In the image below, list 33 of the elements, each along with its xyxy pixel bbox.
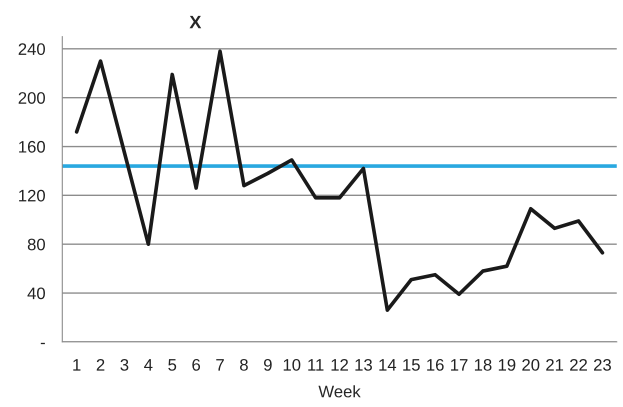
y-tick-label: 80	[28, 238, 45, 250]
x-tick-label: 5	[168, 359, 176, 371]
y-tick-label: 160	[19, 140, 45, 153]
x-tick-label: 12	[332, 358, 348, 371]
x-tick-label: 19	[498, 358, 516, 371]
x-tick-label: 18	[474, 358, 492, 371]
x-tick-label: 7	[216, 359, 224, 371]
x-tick-label: 2	[96, 358, 104, 371]
x-tick-label: 23	[594, 358, 611, 371]
x-tick-label: 15	[403, 359, 420, 371]
y-tick-label: 200	[18, 92, 45, 104]
x-tick-label: 17	[451, 359, 468, 371]
x-tick-label: 22	[570, 358, 587, 371]
y-tick-label: 120	[19, 190, 45, 202]
x-tick-label: 9	[264, 358, 272, 371]
x-tick-label: 3	[120, 358, 128, 371]
chart-title: X	[190, 16, 202, 28]
x-tick-label: 11	[308, 359, 324, 371]
y-tick-label: 40	[27, 287, 45, 300]
line-series	[74, 49, 604, 312]
x-tick-label: 20	[522, 358, 540, 371]
x-tick-label: 16	[427, 358, 444, 371]
x-tick-label: 8	[240, 358, 248, 371]
y-tick-label: 240	[18, 43, 45, 56]
x-tick-label: 4	[144, 359, 152, 371]
x-tick-label: 21	[546, 358, 564, 371]
x-tick-label: 13	[355, 358, 372, 371]
y-tick-label: -	[40, 342, 45, 344]
x-tick-label: 14	[379, 359, 396, 371]
x-tick-label: 10	[284, 358, 300, 371]
x-tick-label: 1	[73, 359, 80, 371]
x-tick-label: 6	[192, 358, 200, 371]
x-axis-title: Week	[318, 385, 361, 398]
